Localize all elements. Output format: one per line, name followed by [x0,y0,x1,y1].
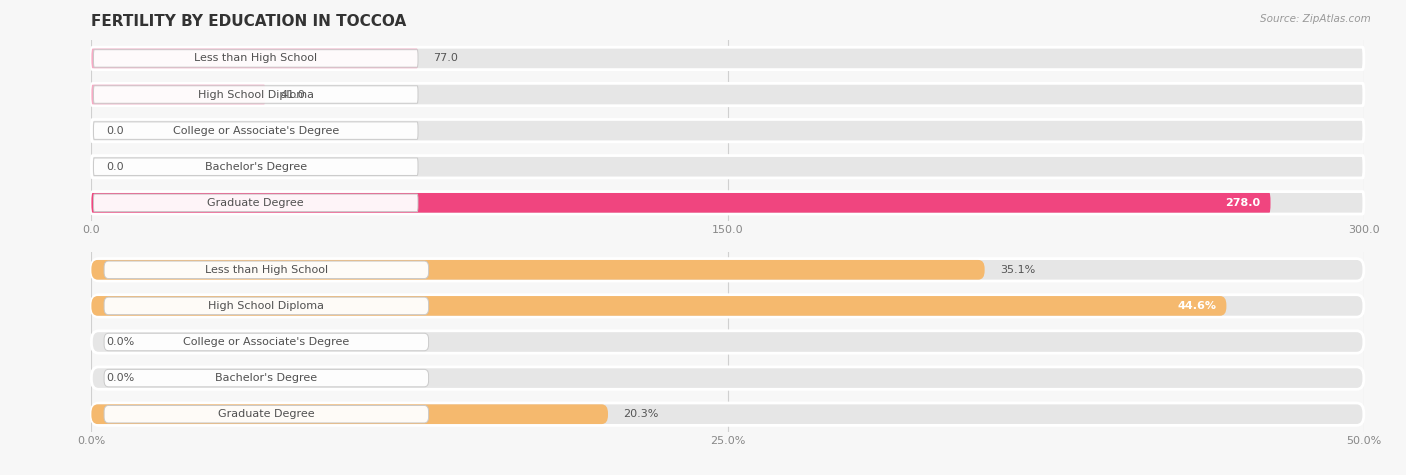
FancyBboxPatch shape [91,155,1364,178]
FancyBboxPatch shape [91,331,1364,353]
FancyBboxPatch shape [104,297,429,314]
FancyBboxPatch shape [91,191,1364,214]
FancyBboxPatch shape [91,83,1364,106]
Text: 278.0: 278.0 [1225,198,1260,208]
Text: 35.1%: 35.1% [1000,265,1035,275]
FancyBboxPatch shape [91,296,1226,316]
Text: Source: ZipAtlas.com: Source: ZipAtlas.com [1260,14,1371,24]
FancyBboxPatch shape [104,261,429,278]
Text: 0.0: 0.0 [107,125,124,136]
FancyBboxPatch shape [91,294,1364,317]
Text: 0.0: 0.0 [107,162,124,172]
Text: High School Diploma: High School Diploma [198,89,314,100]
FancyBboxPatch shape [91,193,1271,213]
Text: College or Associate's Degree: College or Associate's Degree [173,125,339,136]
Text: High School Diploma: High School Diploma [208,301,325,311]
Text: 20.3%: 20.3% [623,409,658,419]
FancyBboxPatch shape [91,48,418,68]
FancyBboxPatch shape [94,122,418,139]
Text: Bachelor's Degree: Bachelor's Degree [215,373,318,383]
Text: Less than High School: Less than High School [194,53,318,64]
FancyBboxPatch shape [94,158,418,175]
Text: Graduate Degree: Graduate Degree [218,409,315,419]
FancyBboxPatch shape [104,406,429,423]
Text: 44.6%: 44.6% [1177,301,1216,311]
FancyBboxPatch shape [94,86,418,103]
FancyBboxPatch shape [91,367,1364,389]
Text: 77.0: 77.0 [433,53,458,64]
FancyBboxPatch shape [91,403,1364,426]
Text: 41.0: 41.0 [281,89,305,100]
Text: College or Associate's Degree: College or Associate's Degree [183,337,350,347]
FancyBboxPatch shape [91,260,984,280]
Text: 0.0%: 0.0% [107,373,135,383]
Text: Bachelor's Degree: Bachelor's Degree [205,162,307,172]
FancyBboxPatch shape [94,194,418,211]
Text: FERTILITY BY EDUCATION IN TOCCOA: FERTILITY BY EDUCATION IN TOCCOA [91,14,406,29]
Text: Graduate Degree: Graduate Degree [208,198,304,208]
FancyBboxPatch shape [91,47,1364,70]
FancyBboxPatch shape [91,258,1364,281]
FancyBboxPatch shape [91,85,266,104]
FancyBboxPatch shape [94,50,418,67]
FancyBboxPatch shape [104,370,429,387]
Text: 0.0%: 0.0% [107,337,135,347]
FancyBboxPatch shape [91,119,1364,142]
FancyBboxPatch shape [91,404,607,424]
Text: Less than High School: Less than High School [205,265,328,275]
FancyBboxPatch shape [104,333,429,351]
